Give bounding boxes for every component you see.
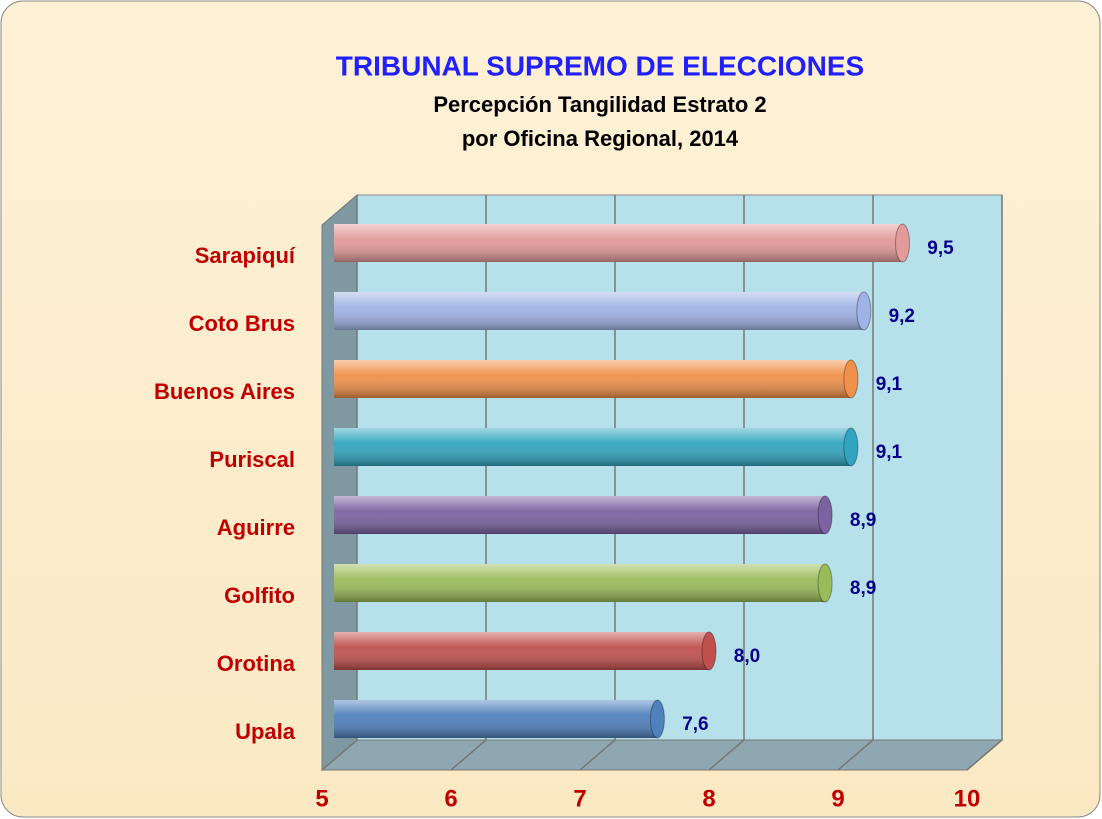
x-tick-label: 7 <box>573 785 586 812</box>
bar-cap <box>817 563 833 603</box>
bar-cap <box>856 291 872 331</box>
value-label: 9,1 <box>876 442 903 463</box>
floor <box>320 739 1004 771</box>
grid-line <box>321 739 358 771</box>
bar-shade <box>334 292 864 330</box>
grid-line <box>837 739 874 771</box>
bar-shade <box>334 224 903 262</box>
side-wall <box>321 193 358 772</box>
y-tick-label: Golfito <box>224 583 295 608</box>
value-label: 7,6 <box>682 714 708 735</box>
y-tick-label: Puriscal <box>209 447 295 472</box>
bar-cap <box>817 495 833 535</box>
chart-title: TRIBUNAL SUPREMO DE ELECCIONES <box>336 50 864 81</box>
bar-cap <box>701 631 717 671</box>
bar-shade <box>334 564 826 602</box>
value-label: 8,9 <box>850 510 876 531</box>
y-tick-label: Sarapiquí <box>195 243 296 268</box>
grid-line <box>708 739 745 771</box>
y-tick-label: Orotina <box>217 651 296 676</box>
x-tick-label: 6 <box>444 785 457 812</box>
x-tick-label: 9 <box>831 785 844 812</box>
value-label: 9,2 <box>889 306 915 327</box>
x-tick-label: 5 <box>315 785 328 812</box>
y-tick-label: Buenos Aires <box>154 379 295 404</box>
x-tick-label: 10 <box>954 785 981 812</box>
chart-subtitle: por Oficina Regional, 2014 <box>462 126 739 151</box>
y-tick-label: Upala <box>235 719 296 744</box>
bar-shade <box>334 632 709 670</box>
bar-cap <box>649 699 665 739</box>
bar-cap <box>843 427 859 467</box>
bar-shade <box>334 360 851 398</box>
y-tick-label: Coto Brus <box>189 311 295 336</box>
value-label: 8,9 <box>850 578 876 599</box>
value-label: 9,5 <box>927 238 954 259</box>
bar-shade <box>334 496 826 534</box>
chart-subtitle: Percepción Tangilidad Estrato 2 <box>433 92 766 117</box>
x-tick-label: 8 <box>702 785 715 812</box>
bar-cap <box>843 359 859 399</box>
grid-line <box>966 739 1003 771</box>
value-label: 8,0 <box>734 646 760 667</box>
bar-shade <box>334 700 658 738</box>
y-tick-label: Aguirre <box>217 515 295 540</box>
bar-shade <box>334 428 851 466</box>
bar-cap <box>895 223 910 263</box>
grid-line <box>579 739 616 771</box>
value-label: 9,1 <box>876 374 903 395</box>
grid-line <box>450 739 487 771</box>
